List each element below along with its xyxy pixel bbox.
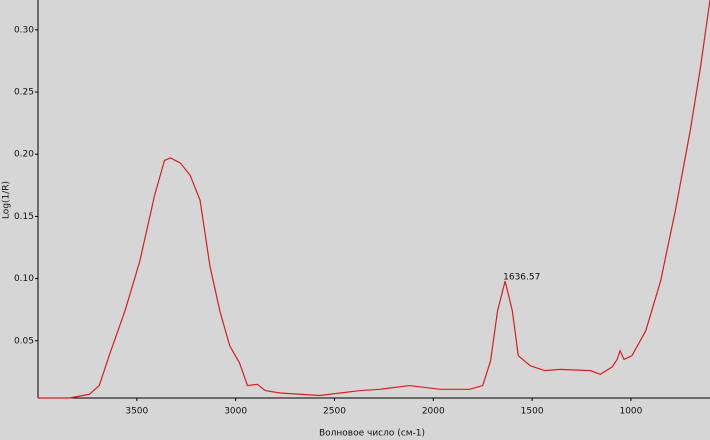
y-tick-label: 0.15 bbox=[14, 212, 34, 222]
peak-annotation: 1636.57 bbox=[503, 273, 540, 283]
y-tick-label: 0.30 bbox=[14, 25, 34, 35]
y-tick-label: 0.05 bbox=[14, 336, 34, 346]
x-tick-label: 3500 bbox=[125, 407, 148, 417]
y-tick-label: 0.20 bbox=[14, 150, 34, 160]
x-tick-label: 1000 bbox=[619, 407, 642, 417]
x-tick-label: 2500 bbox=[323, 407, 346, 417]
x-axis-title: Волновое число (см-1) bbox=[319, 429, 425, 439]
spectrum-line bbox=[38, 0, 710, 399]
y-tick-label: 0.25 bbox=[14, 88, 34, 98]
x-tick-label: 2000 bbox=[422, 407, 445, 417]
x-tick-label: 3000 bbox=[224, 407, 247, 417]
y-axis-title: Log(1/R) bbox=[2, 181, 12, 219]
x-tick-label: 1500 bbox=[521, 407, 544, 417]
y-tick-label: 0.10 bbox=[14, 274, 34, 284]
